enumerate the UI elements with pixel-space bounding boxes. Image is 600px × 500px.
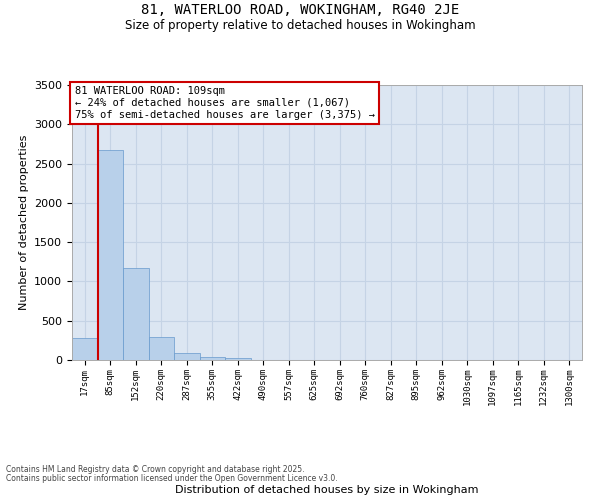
Text: 81 WATERLOO ROAD: 109sqm
← 24% of detached houses are smaller (1,067)
75% of sem: 81 WATERLOO ROAD: 109sqm ← 24% of detach… [74, 86, 374, 120]
Text: Contains public sector information licensed under the Open Government Licence v3: Contains public sector information licen… [6, 474, 338, 483]
Bar [225, 358, 251, 360]
Text: 81, WATERLOO ROAD, WOKINGHAM, RG40 2JE: 81, WATERLOO ROAD, WOKINGHAM, RG40 2JE [141, 2, 459, 16]
Bar [199, 357, 225, 360]
Bar [123, 268, 149, 360]
Text: Distribution of detached houses by size in Wokingham: Distribution of detached houses by size … [175, 485, 479, 495]
Y-axis label: Number of detached properties: Number of detached properties [19, 135, 29, 310]
Bar [149, 337, 174, 360]
Text: Contains HM Land Registry data © Crown copyright and database right 2025.: Contains HM Land Registry data © Crown c… [6, 466, 305, 474]
Bar [72, 338, 97, 360]
Bar [97, 150, 123, 360]
Bar [174, 353, 199, 360]
Text: Size of property relative to detached houses in Wokingham: Size of property relative to detached ho… [125, 18, 475, 32]
